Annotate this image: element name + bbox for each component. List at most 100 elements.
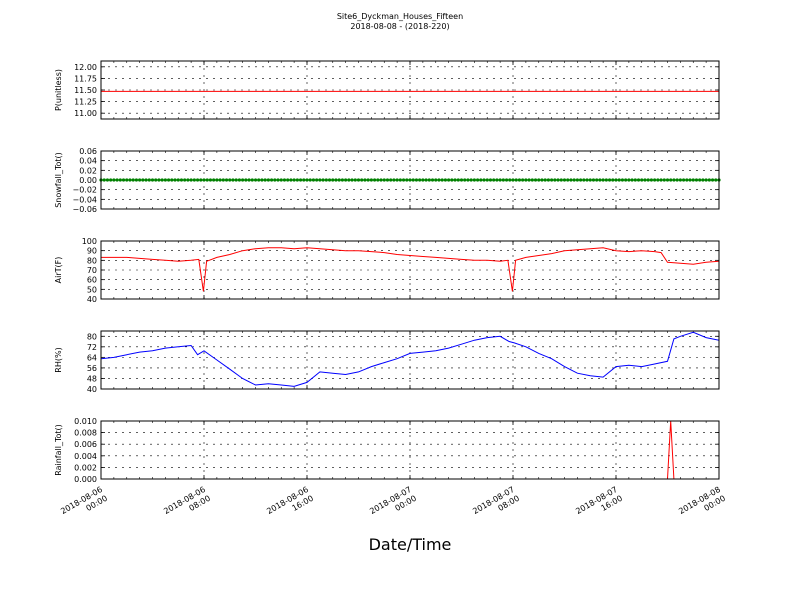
- data-point: [189, 178, 193, 182]
- data-point: [424, 178, 428, 182]
- data-point: [105, 178, 110, 182]
- y-tick-label: 0.02: [79, 166, 97, 175]
- data-point: [669, 178, 673, 182]
- y-tick-label: 0.010: [74, 417, 97, 426]
- chart-subtitle: 2018-08-08 - (2018-220): [350, 22, 449, 31]
- axes-frame: [100, 60, 720, 120]
- data-point: [340, 178, 345, 182]
- y-tick-label: 11.00: [74, 109, 97, 118]
- y-tick-label: −0.02: [72, 186, 97, 195]
- data-point: [443, 178, 448, 182]
- data-point: [521, 178, 525, 182]
- data-point: [472, 178, 476, 182]
- data-point: [173, 178, 177, 182]
- data-point: [305, 178, 309, 182]
- data-point: [466, 178, 470, 182]
- data-point: [205, 178, 209, 182]
- data-point: [691, 178, 695, 182]
- data-point: [360, 178, 364, 182]
- data-point: [640, 178, 644, 182]
- data-point: [681, 178, 686, 182]
- data-point: [405, 178, 409, 182]
- data-point: [672, 178, 676, 182]
- data-point: [582, 178, 586, 182]
- data-point: [212, 178, 216, 182]
- data-point: [315, 178, 319, 182]
- data-point: [572, 178, 576, 182]
- data-point: [163, 178, 167, 182]
- axes-frame: [100, 330, 720, 390]
- data-point: [382, 178, 386, 182]
- data-point: [141, 178, 145, 182]
- data-point: [492, 178, 496, 182]
- data-point: [643, 178, 647, 182]
- data-point: [533, 178, 538, 182]
- data-point: [170, 178, 174, 182]
- data-point: [302, 178, 306, 182]
- data-point: [102, 178, 106, 182]
- data-point: [517, 178, 522, 182]
- data-point: [408, 178, 412, 182]
- data-point: [627, 178, 631, 182]
- data-point: [112, 178, 116, 182]
- data-point: [688, 178, 692, 182]
- chart-title: Site6_Dyckman_Houses_Fifteen: [337, 12, 463, 21]
- data-point: [601, 178, 605, 182]
- data-point: [144, 178, 148, 182]
- y-tick-label: 0.002: [74, 463, 97, 472]
- data-point: [463, 178, 467, 182]
- data-point: [607, 178, 612, 182]
- data-point: [282, 178, 287, 182]
- data-point: [308, 178, 312, 182]
- data-point: [508, 178, 512, 182]
- data-point: [401, 178, 406, 182]
- data-point: [624, 178, 628, 182]
- data-point: [524, 178, 528, 182]
- y-axis-label: Rainfall_Tot(): [54, 424, 63, 476]
- data-point: [704, 178, 708, 182]
- data-point: [372, 178, 377, 182]
- data-point: [482, 178, 486, 182]
- data-point: [109, 178, 113, 182]
- data-point: [504, 178, 509, 182]
- data-point: [598, 178, 602, 182]
- data-point: [273, 178, 277, 182]
- data-point: [710, 178, 715, 182]
- data-point: [498, 178, 502, 182]
- data-point: [546, 178, 551, 182]
- data-point: [453, 178, 457, 182]
- data-point: [611, 178, 615, 182]
- data-point: [575, 178, 579, 182]
- data-point: [292, 178, 296, 182]
- data-point: [376, 178, 380, 182]
- data-point: [337, 178, 341, 182]
- data-point: [228, 178, 232, 182]
- x-tick-labels: 2018-08-0600:00 2018-08-0608:00 2018-08-06…: [59, 485, 727, 525]
- data-point: [559, 178, 563, 182]
- data-point: [662, 178, 666, 182]
- y-tick-label: 64: [87, 353, 97, 362]
- data-point: [527, 178, 531, 182]
- data-point: [630, 178, 634, 182]
- data-point: [562, 178, 567, 182]
- data-point: [121, 178, 126, 182]
- series-line: [100, 331, 720, 387]
- y-tick-label: 56: [87, 364, 97, 373]
- data-point: [131, 178, 135, 182]
- data-point: [588, 178, 592, 182]
- x-axis-label: Date/Time: [369, 535, 452, 554]
- data-point: [392, 178, 396, 182]
- data-point: [318, 178, 322, 182]
- data-point: [569, 178, 573, 182]
- data-point: [694, 178, 699, 182]
- y-tick-label: 60: [87, 276, 97, 285]
- data-point: [347, 178, 351, 182]
- data-point: [595, 178, 599, 182]
- data-point: [459, 178, 464, 182]
- data-point: [115, 178, 119, 182]
- data-point: [653, 178, 657, 182]
- x-tick-label: 2018-08-0616:00: [265, 485, 315, 525]
